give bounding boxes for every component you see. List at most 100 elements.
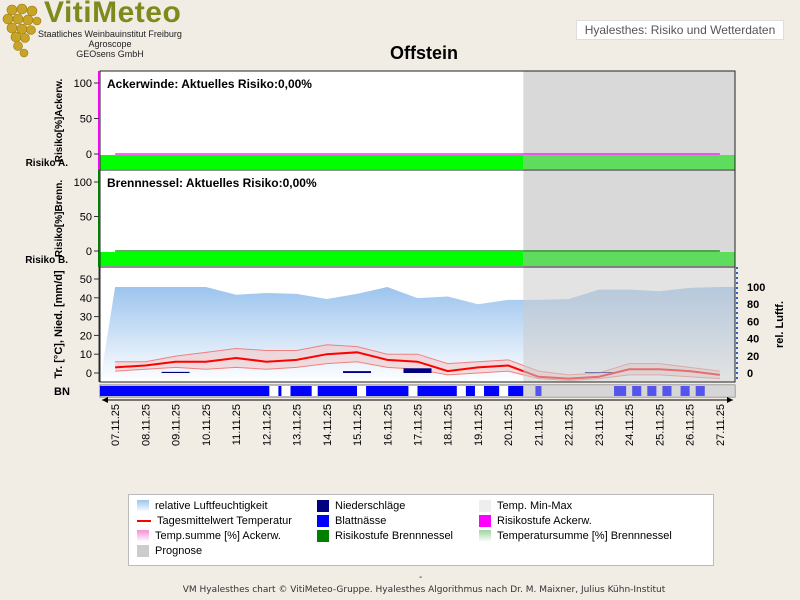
x-tick-label: 11.11.25 bbox=[231, 404, 243, 445]
legend-label: relative Luftfeuchtigkeit bbox=[155, 500, 268, 512]
panel-ackerwinde-risk-level-bar-prognosis bbox=[523, 155, 735, 169]
leaf-wetness-bar-prognosis bbox=[680, 386, 690, 396]
legend: relative Luftfeuchtigkeit Niederschläge Te… bbox=[128, 494, 714, 566]
dash-mark: - bbox=[419, 572, 423, 583]
panel-ackerwinde-tick-label-1: 50 bbox=[80, 114, 92, 126]
legend-label: Blattnässe bbox=[335, 515, 387, 527]
x-tick-label: 27.11.25 bbox=[715, 404, 727, 446]
logo-line-2: Agroscope bbox=[88, 39, 132, 49]
leaf-wetness-bar-prognosis bbox=[662, 386, 672, 396]
legend-swatch bbox=[137, 545, 149, 558]
leaf-wetness-bar-prognosis bbox=[632, 386, 642, 396]
panel-brennnessel-risk-label: Risiko B. bbox=[25, 255, 68, 266]
leaf-wetness-bar bbox=[417, 386, 457, 396]
x-tick-label: 10.11.25 bbox=[201, 404, 213, 446]
legend-swatch bbox=[137, 530, 149, 543]
x-tick-label: 21.11.25 bbox=[533, 404, 545, 446]
leaf-wetness-bar bbox=[278, 386, 282, 396]
legend-label: Risikostufe Ackerw. bbox=[497, 515, 592, 527]
legend-swatch bbox=[479, 500, 491, 513]
footer: VM Hyalesthes chart © VitiMeteo-Gruppe. … bbox=[182, 585, 666, 595]
x-tick-label: 19.11.25 bbox=[473, 404, 485, 446]
legend-swatch bbox=[317, 500, 329, 513]
leaf-wetness-bar-prognosis bbox=[535, 386, 542, 396]
panel-ackerwinde-title: Ackerwinde: Aktuelles Risiko:0,00% bbox=[107, 77, 312, 91]
weather-ylabel-right: rel. Luftf. bbox=[774, 301, 786, 348]
x-tick-label: 15.11.25 bbox=[352, 404, 364, 446]
weather-right-tick-label: 60 bbox=[747, 316, 759, 328]
panel-brennnessel-risk-level-bar-prognosis bbox=[523, 252, 735, 266]
x-tick-label: 23.11.25 bbox=[594, 404, 606, 446]
x-tick-label: 16.11.25 bbox=[382, 404, 394, 446]
weather-left-tick-label: 30 bbox=[80, 312, 92, 324]
legend-item: Tagesmittelwert Temperatur bbox=[137, 514, 292, 528]
leaf-wetness-bar-prognosis bbox=[647, 386, 657, 396]
legend-item: Risikostufe Ackerw. bbox=[479, 514, 592, 528]
precipitation-bar bbox=[161, 371, 190, 373]
legend-swatch bbox=[317, 515, 329, 528]
weather-panel-frame bbox=[99, 266, 736, 383]
legend-swatch bbox=[137, 500, 149, 513]
legend-swatch bbox=[137, 520, 151, 523]
legend-label: Niederschläge bbox=[335, 500, 406, 512]
weather-right-tick-label: 100 bbox=[747, 282, 765, 294]
leaf-wetness-bar bbox=[366, 386, 409, 396]
legend-label: Tagesmittelwert Temperatur bbox=[157, 515, 292, 527]
logo-line-1: Staatliches Weinbauinstitut Freiburg bbox=[38, 29, 182, 39]
x-tick-label: 26.11.25 bbox=[685, 404, 697, 446]
panel-brennnessel-tick-label-1: 50 bbox=[80, 212, 92, 224]
weather-prognosis bbox=[523, 267, 735, 382]
weather-left-tick-label: 10 bbox=[80, 349, 92, 361]
brand-name: VitiMeteo bbox=[44, 0, 182, 29]
leaf-wetness-bar-prognosis bbox=[614, 386, 627, 396]
legend-item: relative Luftfeuchtigkeit bbox=[137, 499, 268, 513]
legend-label: Temp.summe [%] Ackerw. bbox=[155, 530, 281, 542]
legend-label: Risikostufe Brennnessel bbox=[335, 530, 454, 542]
x-tick-label: 17.11.25 bbox=[413, 404, 425, 446]
app-label: Hyalesthes: Risiko und Wetterdaten bbox=[576, 20, 784, 40]
legend-item: Blattnässe bbox=[317, 514, 386, 528]
panel-brennnessel-tick-label-0: 100 bbox=[74, 177, 92, 189]
weather-ylabel-left: Tr. [°C], Nied. [mm/d] bbox=[53, 270, 65, 379]
page-title: Offstein bbox=[389, 43, 458, 63]
panel-brennnessel-title: Brennnessel: Aktuelles Risiko:0,00% bbox=[107, 176, 317, 190]
x-tick-label: 14.11.25 bbox=[322, 404, 334, 446]
leaf-wetness-bar bbox=[508, 386, 524, 396]
panel-ackerwinde-risk-level-bar bbox=[100, 155, 524, 169]
legend-label: Prognose bbox=[155, 545, 203, 557]
panel-ackerwinde-risk-label: Risiko A. bbox=[26, 158, 69, 169]
weather-right-tick-label: 80 bbox=[747, 299, 759, 311]
legend-item: Prognose bbox=[137, 544, 202, 558]
legend-swatch bbox=[479, 530, 491, 543]
x-tick-label: 13.11.25 bbox=[292, 404, 304, 446]
x-tick-label: 18.11.25 bbox=[443, 404, 455, 446]
weather-left-tick-label: 40 bbox=[80, 293, 92, 305]
x-tick-label: 20.11.25 bbox=[503, 404, 515, 446]
legend-swatch bbox=[317, 530, 329, 543]
logo: VitiMeteo Staatliches Weinbauinstitut Fr… bbox=[0, 0, 200, 64]
logo-line-3: GEOsens GmbH bbox=[76, 49, 144, 59]
panel-ackerwinde-tick-label-2: 0 bbox=[86, 149, 92, 161]
leaf-wetness-bar bbox=[100, 386, 270, 396]
panel-brennnessel-tick-label-2: 0 bbox=[86, 246, 92, 258]
leaf-wetness-bar bbox=[484, 386, 500, 396]
leaf-wetness-bar-prognosis bbox=[695, 386, 705, 396]
panel-ackerwinde-tick-label-0: 100 bbox=[74, 78, 92, 90]
legend-label: Temp. Min-Max bbox=[497, 500, 573, 512]
panel-ackerwinde-ylabel: Risiko[%]Ackerw. bbox=[54, 79, 65, 163]
leaf-wetness-bar bbox=[317, 386, 358, 396]
weather-right-tick-label: 40 bbox=[747, 334, 759, 346]
x-tick-label: 25.11.25 bbox=[654, 404, 666, 446]
legend-item: Risikostufe Brennnessel bbox=[317, 529, 453, 543]
bn-label: BN bbox=[54, 386, 70, 398]
weather-left-tick-label: 0 bbox=[86, 368, 92, 380]
weather-right-tick-label: 20 bbox=[747, 351, 759, 363]
leaf-wetness-bar bbox=[290, 386, 312, 396]
legend-item: Temp. Min-Max bbox=[479, 499, 572, 513]
precipitation-bar bbox=[403, 368, 432, 373]
legend-label: Temperatursumme [%] Brennnessel bbox=[497, 530, 672, 542]
weather-left-tick-label: 50 bbox=[80, 274, 92, 286]
legend-item: Temp.summe [%] Ackerw. bbox=[137, 529, 281, 543]
grape-logo-icon bbox=[2, 3, 42, 58]
